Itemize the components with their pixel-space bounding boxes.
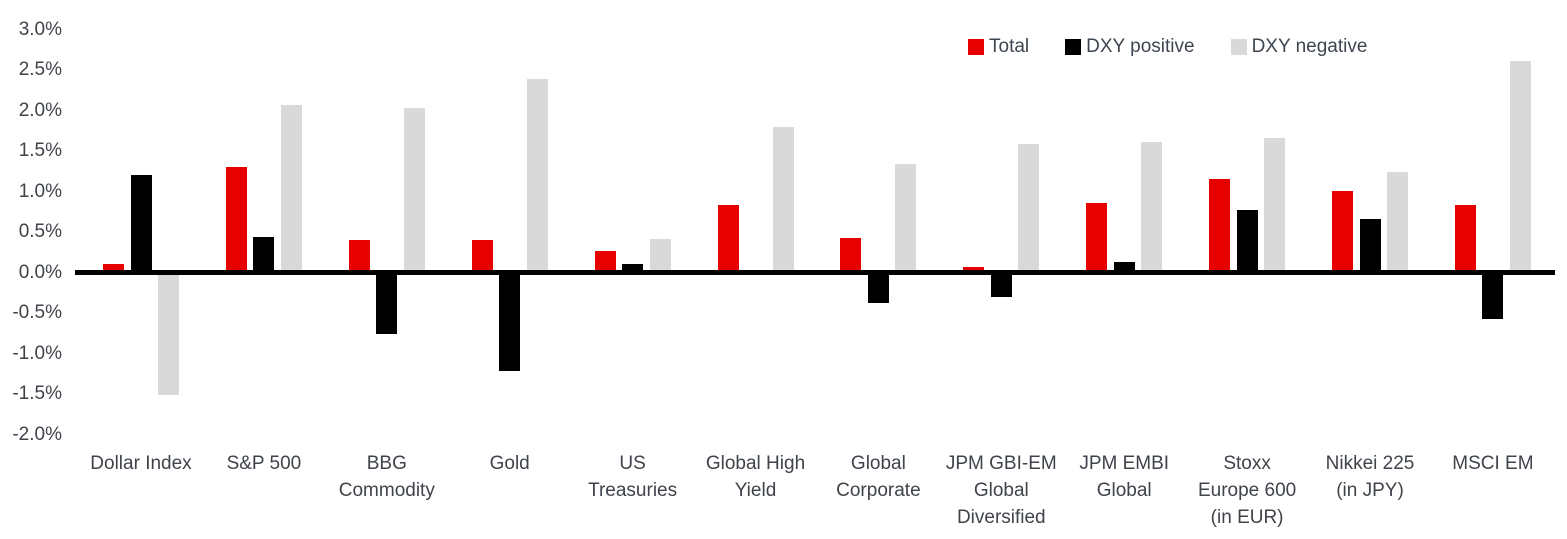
category-label-bbg-commodity: BBG Commodity: [338, 453, 435, 501]
bar-dxy-positive-gold: [499, 272, 521, 371]
legend-item-total: Total: [968, 36, 1029, 58]
bar-total-global-high-yield: [717, 204, 739, 272]
bar-total-global-corporate: [840, 237, 862, 272]
x-axis-zero-line: [75, 270, 1555, 275]
bar-dxy-negative-gold: [526, 79, 548, 272]
bar-dxy-negative-jpm-gbi-em-global-diversified: [1018, 144, 1040, 272]
bar-dxy-positive-stoxx-europe-600-in-eur-: [1236, 210, 1258, 272]
y-tick-label: 3.0%: [18, 18, 62, 40]
bar-dxy-negative-global-corporate: [895, 164, 917, 272]
category-label-jpm-gbi-em-global-diversified: JPM GBI-EM Global Diversified: [945, 453, 1057, 528]
bar-total-msci-em: [1454, 204, 1476, 272]
bar-total-bbg-commodity: [348, 239, 370, 272]
legend-label-dxy-negative: DXY negative: [1251, 36, 1368, 57]
bar-dxy-negative-msci-em: [1509, 61, 1531, 272]
bar-dxy-positive-jpm-gbi-em-global-diversified: [990, 272, 1012, 298]
category-label-global-high-yield: Global High Yield: [705, 453, 806, 501]
bar-dxy-negative-us-treasuries: [649, 238, 671, 272]
bar-dxy-positive-msci-em: [1482, 272, 1504, 319]
bar-dxy-positive-global-corporate: [867, 272, 889, 303]
category-label-s-p-500: S&P 500: [226, 453, 302, 474]
total-swatch-icon: [968, 39, 984, 55]
bar-dxy-positive-nikkei-225-in-jpy-: [1359, 218, 1381, 272]
bar-total-jpm-embi-global: [1086, 203, 1108, 272]
y-tick-label: -1.5%: [12, 383, 62, 404]
y-tick-label: -1.0%: [12, 342, 62, 364]
category-label-stoxx-europe-600-in-eur-: Stoxx Europe 600 (in EUR): [1197, 453, 1297, 528]
bar-total-dollar-index: [103, 263, 124, 272]
bar-dxy-positive-dollar-index: [130, 174, 152, 272]
y-tick-label: 0.0%: [18, 261, 62, 283]
category-label-dollar-index: Dollar Index: [90, 453, 192, 474]
bar-dxy-negative-dollar-index: [158, 272, 179, 396]
bar-dxy-positive-s-p-500: [253, 237, 275, 272]
dxy-negative-swatch-icon: [1230, 39, 1247, 55]
legend-label-total: Total: [989, 36, 1030, 57]
bar-total-gold: [471, 239, 493, 272]
bar-total-s-p-500: [225, 166, 247, 272]
category-label-gold: Gold: [489, 453, 530, 474]
bar-dxy-negative-jpm-embi-global: [1141, 141, 1163, 272]
bar-dxy-negative-nikkei-225-in-jpy-: [1387, 172, 1408, 272]
bar-dxy-negative-global-high-yield: [772, 127, 794, 272]
y-tick-label: -2.0%: [12, 423, 62, 445]
bar-dxy-positive-us-treasuries: [622, 263, 644, 272]
dxy-positive-swatch-icon: [1065, 39, 1082, 55]
bar-total-stoxx-europe-600-in-eur-: [1209, 178, 1231, 272]
bar-total-jpm-gbi-em-global-diversified: [963, 267, 985, 272]
legend-item-dxy-positive: DXY positive: [1065, 36, 1195, 58]
y-tick-label: 1.5%: [18, 140, 62, 161]
bar-dxy-positive-bbg-commodity: [376, 272, 398, 334]
bar-dxy-negative-s-p-500: [280, 105, 302, 272]
chart-legend: Total DXY positive DXY negative: [968, 36, 1367, 58]
bar-dxy-negative-bbg-commodity: [403, 107, 425, 272]
y-tick-label: -0.5%: [12, 302, 62, 323]
category-label-us-treasuries: US Treasuries: [588, 453, 678, 501]
legend-label-dxy-positive: DXY positive: [1086, 36, 1195, 57]
bar-dxy-positive-jpm-embi-global: [1113, 262, 1135, 272]
legend-item-dxy-negative: DXY negative: [1230, 36, 1368, 58]
y-tick-label: 2.0%: [18, 99, 62, 121]
bar-total-us-treasuries: [594, 250, 616, 272]
bar-total-nikkei-225-in-jpy-: [1332, 191, 1353, 272]
category-label-global-corporate: Global Corporate: [836, 453, 921, 501]
category-label-jpm-embi-global: JPM EMBI Global: [1079, 453, 1170, 501]
category-label-nikkei-225-in-jpy-: Nikkei 225 (in JPY): [1325, 453, 1415, 501]
category-label-msci-em: MSCI EM: [1452, 453, 1534, 474]
y-tick-label: 2.5%: [18, 59, 62, 80]
y-tick-label: 1.0%: [18, 180, 62, 202]
bar-dxy-negative-stoxx-europe-600-in-eur-: [1264, 138, 1286, 272]
y-tick-label: 0.5%: [18, 221, 62, 242]
